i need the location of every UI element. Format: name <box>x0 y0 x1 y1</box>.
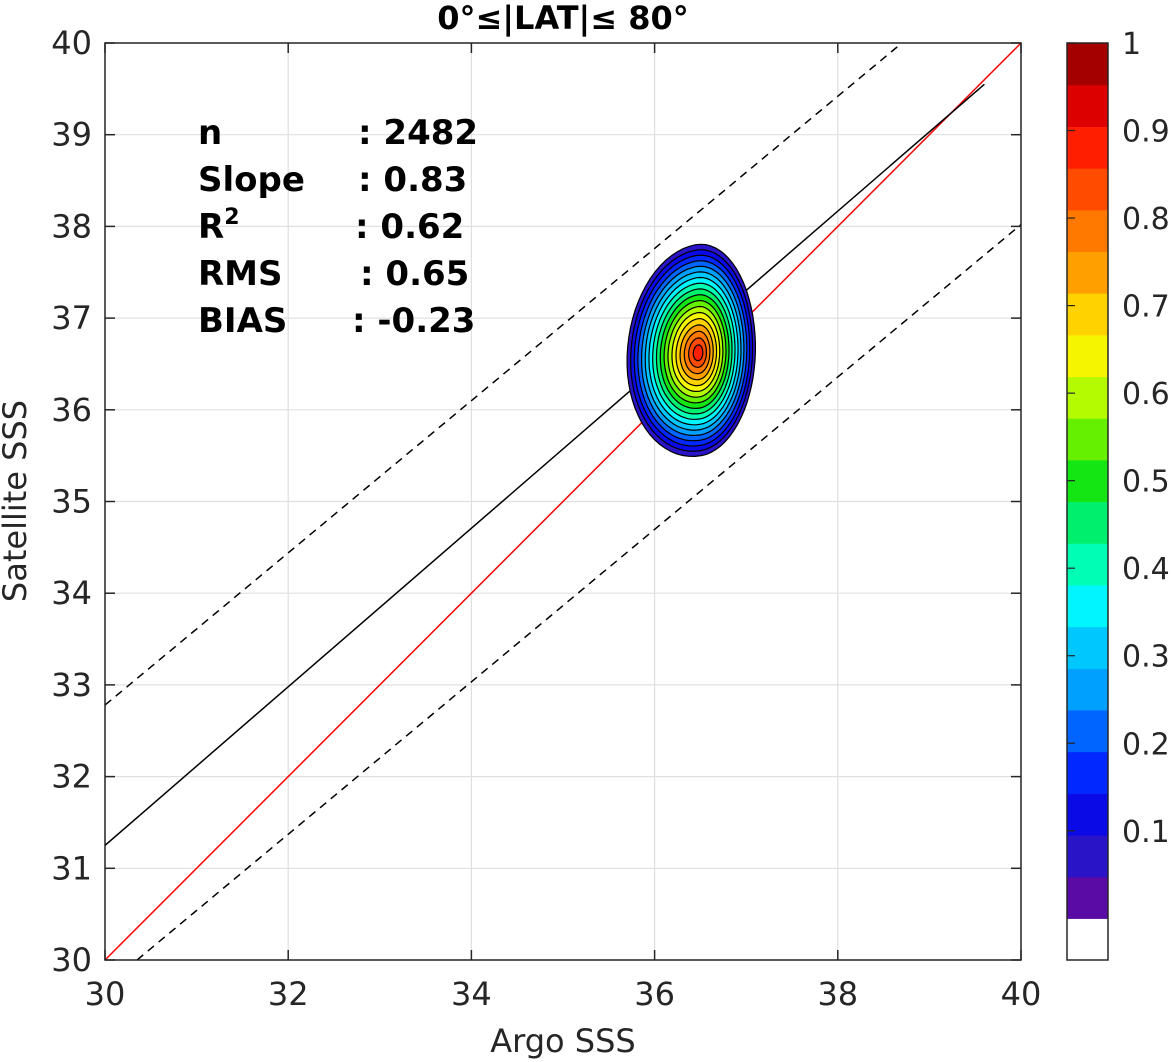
y-axis-label: Satellite SSS <box>0 400 34 602</box>
density-level <box>692 344 704 362</box>
colorbar-segment <box>1067 418 1108 461</box>
grid <box>104 42 1022 961</box>
chart-title: 0°≤|LAT|≤ 80° <box>437 0 688 38</box>
colorbar-segment <box>1067 834 1108 878</box>
colorbar-segment <box>1067 543 1108 586</box>
stat-label: RMS <box>198 254 283 294</box>
colorbar-tick-label: 0.2 <box>1122 727 1170 762</box>
colorbar-frame <box>1066 42 1109 961</box>
regression-line <box>105 83 985 846</box>
colorbar-segment <box>1067 709 1108 753</box>
stat-value: : 2482 <box>358 113 478 153</box>
y-tick-label: 37 <box>51 299 92 337</box>
x-tick-label: 40 <box>1001 975 1042 1013</box>
colorbar-segment <box>1067 84 1108 127</box>
colorbar-segment <box>1067 293 1108 336</box>
stat-value: : 0.62 <box>355 207 464 247</box>
colorbar-segment <box>1067 751 1108 794</box>
colorbar-tick-label: 0.8 <box>1122 202 1170 237</box>
colorbar-segment <box>1067 126 1108 169</box>
density-contours <box>626 243 757 458</box>
colorbar-segment <box>1067 168 1108 211</box>
colorbar-tick-label: 0.4 <box>1122 552 1170 587</box>
x-tick-label: 34 <box>451 975 492 1013</box>
stat-value: : 0.65 <box>360 254 469 294</box>
colorbar-segment <box>1067 668 1108 711</box>
y-tick-label: 35 <box>51 483 92 521</box>
colorbar-tick-label: 0.5 <box>1122 465 1170 500</box>
tick-labels: 30 32 34 36 38 40 30 31 32 33 34 35 36 37 38 39 40 <box>51 24 1041 1013</box>
x-tick-label: 30 <box>85 975 126 1013</box>
y-tick-label: 40 <box>51 24 92 62</box>
colorbar-tick-label: 0.1 <box>1122 815 1170 850</box>
x-tick-label: 32 <box>268 975 309 1013</box>
lower-bound-line <box>136 223 1021 960</box>
y-tick-label: 32 <box>51 758 92 796</box>
x-tick-label: 38 <box>817 975 858 1013</box>
colorbar: 0.1 0.2 0.3 0.4 0.5 0.6 0.7 0.8 0.9 1 <box>1066 27 1170 961</box>
colorbar-segment <box>1067 793 1108 836</box>
y-tick-label: 38 <box>51 207 92 245</box>
stat-label: BIAS <box>198 301 287 341</box>
colorbar-tick-label: 0.6 <box>1122 377 1170 412</box>
colorbar-segment <box>1067 918 1108 961</box>
colorbar-segment <box>1067 43 1108 86</box>
colorbar-segment <box>1067 501 1108 544</box>
one-to-one-line <box>105 43 1021 960</box>
colorbar-tick-label: 1 <box>1122 27 1141 62</box>
stat-label: n <box>198 113 222 153</box>
colorbar-tick-label: 0.7 <box>1122 290 1170 325</box>
x-axis-label: Argo SSS <box>490 1022 635 1060</box>
y-tick-label: 39 <box>51 116 92 154</box>
stat-value: : -0.23 <box>352 301 475 341</box>
stat-value: : 0.83 <box>358 160 467 200</box>
colorbar-segment <box>1067 376 1108 419</box>
colorbar-segment <box>1067 251 1108 294</box>
colorbar-tick-label: 0.9 <box>1122 115 1170 150</box>
colorbar-segment <box>1067 334 1108 378</box>
colorbar-segment <box>1067 626 1108 669</box>
stat-label: Slope <box>198 160 305 200</box>
colorbar-segment <box>1067 209 1108 253</box>
y-tick-label: 30 <box>51 941 92 979</box>
y-tick-label: 36 <box>51 391 92 429</box>
series-lines <box>105 43 1021 960</box>
y-tick-label: 31 <box>51 849 92 887</box>
stat-label: R2 <box>198 205 240 247</box>
y-tick-label: 33 <box>51 666 92 704</box>
upper-bound-line <box>105 43 903 706</box>
axis-ticks <box>104 42 1022 961</box>
colorbar-tick-label: 0.3 <box>1122 640 1170 675</box>
colorbar-segment <box>1067 876 1108 919</box>
y-tick-label: 34 <box>51 574 92 612</box>
stats-box: n : 2482 Slope : 0.83 R2 : 0.62 RMS : 0.65 BIAS:… <box>198 113 478 341</box>
x-tick-label: 36 <box>634 975 675 1013</box>
colorbar-segment <box>1067 584 1108 628</box>
